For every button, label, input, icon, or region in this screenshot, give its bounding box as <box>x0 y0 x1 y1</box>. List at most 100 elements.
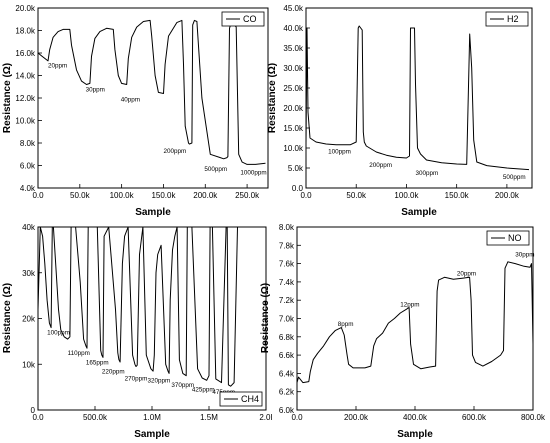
y-tick-label: 30k <box>22 269 36 278</box>
y-tick-label: 45.0k <box>283 4 304 13</box>
y-tick-label: 0.0 <box>292 184 304 193</box>
tick-group: 0.0 50.0k 100.0k 150.0k 200.0k 0.0 5.0k 10.0k 15… <box>283 4 519 200</box>
annotation-label: 30ppm <box>515 251 534 258</box>
y-tick-label: 20k <box>22 315 36 324</box>
chart-panel-co: 0.0 50.0k 100.0k 150.0k 200.0k 250.0k 4.0k 6.0k… <box>2 4 269 218</box>
x-tick-label: 0.0 <box>291 413 303 422</box>
series-group <box>37 19 266 165</box>
y-tick-label: 16.0k <box>15 49 36 58</box>
annotation-label: 100ppm <box>328 149 351 156</box>
y-tick-label: 20.0k <box>283 104 304 113</box>
annotation-label: 1000ppm <box>240 170 266 177</box>
legend-box <box>485 11 529 27</box>
y-tick-label: 10.0k <box>15 117 36 126</box>
x-axis-label: Sample <box>397 429 433 440</box>
series-line <box>37 226 250 387</box>
x-tick-label: 1.5M <box>200 413 218 422</box>
annotation-label: 300ppm <box>415 170 438 177</box>
annotation-label: 110ppm <box>68 350 90 357</box>
legend-label: H2 <box>507 14 519 24</box>
y-tick-label: 6.4k <box>279 369 295 378</box>
y-axis-label: Resistance (Ω) <box>2 283 13 353</box>
tick-group: 0.0 200.0k 400.0k 600.0k 800.0k 6.0k 6.2k 6.4k 6… <box>279 223 546 422</box>
y-tick-label: 0 <box>31 406 36 415</box>
chart-panel-h2: 0.0 50.0k 100.0k 150.0k 200.0k 0.0 5.0k 10.0k 15… <box>267 4 533 218</box>
annotation-label: 12ppm <box>400 302 419 309</box>
tick-group: 0.0 500.0k 1.0M 1.5M 2.0I 0 10k 20k 30k 40k <box>22 223 273 422</box>
y-tick-label: 18.0k <box>15 27 36 36</box>
legend-box <box>219 391 263 407</box>
series-line <box>305 25 530 171</box>
y-tick-label: 20.0k <box>15 4 36 13</box>
y-tick-label: 7.6k <box>279 260 295 269</box>
x-tick-label: 400.0k <box>403 413 428 422</box>
annotation-label: 500ppm <box>204 166 227 173</box>
x-tick-label: 50.0k <box>346 191 367 200</box>
x-tick-label: 800.0k <box>521 413 546 422</box>
y-tick-label: 6.2k <box>279 388 295 397</box>
y-tick-label: 5.0k <box>288 164 304 173</box>
annotation-label: 370ppm <box>171 382 194 389</box>
series-group <box>296 261 534 384</box>
annotation-group: 8ppm 12ppm 20ppm 30ppm <box>338 251 535 328</box>
legend: H2 <box>485 11 529 27</box>
y-tick-label: 6.0k <box>20 162 36 171</box>
x-tick-label: 1.0M <box>143 413 161 422</box>
x-axis-label: Sample <box>134 429 170 440</box>
annotation-label: 165ppm <box>86 359 109 366</box>
annotation-label: 40ppm <box>121 96 140 103</box>
x-tick-label: 100.0k <box>394 191 419 200</box>
x-tick-label: 2.0I <box>259 413 272 422</box>
x-tick-label: 0.0 <box>32 191 44 200</box>
x-axis-label: Sample <box>401 207 437 218</box>
annotation-label: 100ppm <box>47 330 70 337</box>
y-tick-label: 12.0k <box>15 94 36 103</box>
y-tick-label: 7.0k <box>279 315 295 324</box>
y-tick-label: 6.6k <box>279 351 295 360</box>
annotation-label: 320ppm <box>147 378 170 385</box>
legend-box <box>221 11 265 27</box>
x-tick-label: 250.0k <box>235 191 260 200</box>
legend: CH4 <box>219 391 263 407</box>
chart-panel-ch4: 0.0 500.0k 1.0M 1.5M 2.0I 0 10k 20k 30k 40k 100pp… <box>2 223 273 440</box>
y-tick-label: 10k <box>22 360 36 369</box>
y-tick-label: 14.0k <box>15 72 36 81</box>
y-tick-label: 7.4k <box>279 278 295 287</box>
y-axis-label: Resistance (Ω) <box>2 63 13 133</box>
annotation-label: 220ppm <box>102 368 125 375</box>
chart-panel-no: 0.0 200.0k 400.0k 600.0k 800.0k 6.0k 6.2k 6.4k 6… <box>260 223 546 440</box>
x-tick-label: 100.0k <box>110 191 135 200</box>
legend-label: NO <box>508 233 522 243</box>
y-tick-label: 8.0k <box>279 223 295 232</box>
y-tick-label: 35.0k <box>283 44 304 53</box>
y-tick-label: 30.0k <box>283 64 304 73</box>
tick-group: 0.0 50.0k 100.0k 150.0k 200.0k 250.0k 4.0k 6.0k… <box>15 4 260 200</box>
x-tick-label: 0.0 <box>32 413 44 422</box>
y-tick-label: 25.0k <box>283 84 304 93</box>
y-tick-label: 40k <box>22 223 36 232</box>
y-tick-label: 10.0k <box>283 144 304 153</box>
y-tick-label: 4.0k <box>20 184 36 193</box>
x-tick-label: 150.0k <box>151 191 176 200</box>
legend-box <box>486 230 530 246</box>
legend-label: CH4 <box>241 394 259 404</box>
annotation-label: 20ppm <box>457 270 476 277</box>
y-tick-label: 15.0k <box>283 124 304 133</box>
y-axis-label: Resistance (Ω) <box>260 283 271 353</box>
annotation-label: 20ppm <box>48 63 67 70</box>
y-tick-label: 6.8k <box>279 333 295 342</box>
series-group <box>37 226 250 387</box>
annotation-label: 8ppm <box>338 321 354 328</box>
annotation-label: 30ppm <box>86 86 105 93</box>
annotation-label: 270ppm <box>125 375 148 382</box>
plot-frame <box>37 7 269 189</box>
series-line <box>37 19 266 165</box>
y-tick-label: 8.0k <box>20 139 36 148</box>
annotation-group: 20ppm 30ppm 40ppm 200ppm 500ppm 1000ppm <box>48 63 267 177</box>
series-line <box>296 261 534 384</box>
y-tick-label: 40.0k <box>283 24 304 33</box>
x-tick-label: 200.0k <box>344 413 369 422</box>
x-tick-label: 150.0k <box>445 191 470 200</box>
